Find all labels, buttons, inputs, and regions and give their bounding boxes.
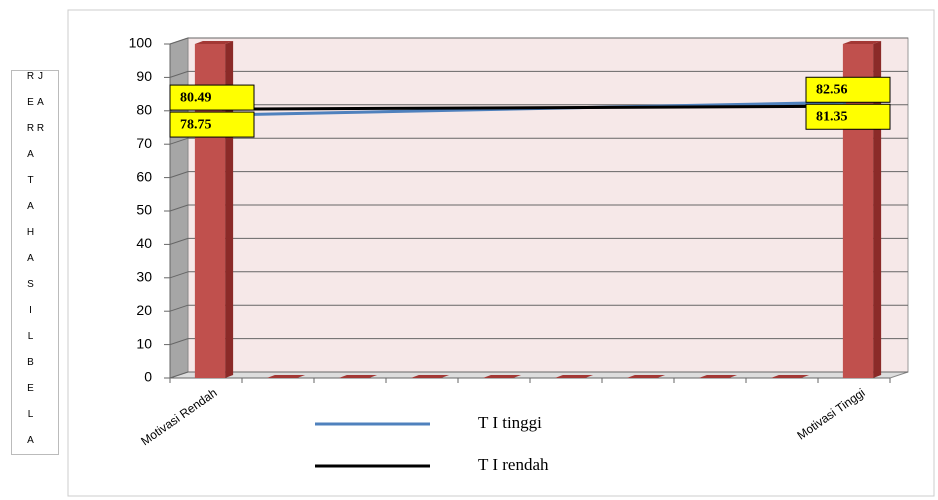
bar-top <box>698 375 738 378</box>
y-tick-label: 60 <box>136 168 152 184</box>
y-axis-label-box: R E R A T A H A S I L B E L A J A R <box>11 70 59 455</box>
grid-line <box>169 271 189 279</box>
bar-top <box>842 41 882 44</box>
grid-line <box>169 171 189 179</box>
value-label-box <box>169 111 255 138</box>
grid-line <box>169 204 189 212</box>
grid-line <box>169 338 189 346</box>
bar-top <box>626 375 666 378</box>
bar-top <box>770 375 810 378</box>
x-tick-label: Motivasi Rendah <box>138 386 219 449</box>
value-label: 80.49 <box>180 90 212 105</box>
bar-top <box>338 375 378 378</box>
value-label-box <box>805 76 891 103</box>
grid-line <box>169 371 189 379</box>
line-series <box>221 104 847 111</box>
x-tick-label: Motivasi Tinggi <box>794 386 867 443</box>
y-tick-label: 0 <box>144 369 152 385</box>
grid-line <box>169 70 189 78</box>
y-axis-label: R E R A T A H A S I L B E L A J A R <box>25 71 46 448</box>
chart-frame <box>67 9 935 497</box>
value-label-box <box>169 84 255 111</box>
y-tick-label: 100 <box>129 35 153 51</box>
grid-line <box>169 304 189 312</box>
y-tick-label: 30 <box>136 269 152 285</box>
legend-label: T I tinggi <box>478 413 542 432</box>
value-label: 78.75 <box>180 117 212 132</box>
grid-line <box>169 37 189 45</box>
y-tick-label: 10 <box>136 335 152 351</box>
bar-top <box>482 375 522 378</box>
y-tick-label: 80 <box>136 102 152 118</box>
bar-top <box>554 375 594 378</box>
y-tick-label: 90 <box>136 68 152 84</box>
y-tick-label: 40 <box>136 235 152 251</box>
bar-top <box>266 375 306 378</box>
bar-top <box>194 41 234 44</box>
y-tick-label: 70 <box>136 135 152 151</box>
grid-line <box>169 137 189 145</box>
y-tick-label: 20 <box>136 302 152 318</box>
grid-line <box>169 237 189 245</box>
legend-label: T I rendah <box>478 455 549 474</box>
y-tick-label: 50 <box>136 202 152 218</box>
value-label: 82.56 <box>816 82 848 97</box>
value-label-box <box>805 103 891 130</box>
bar-top <box>410 375 450 378</box>
value-label: 81.35 <box>816 109 848 124</box>
